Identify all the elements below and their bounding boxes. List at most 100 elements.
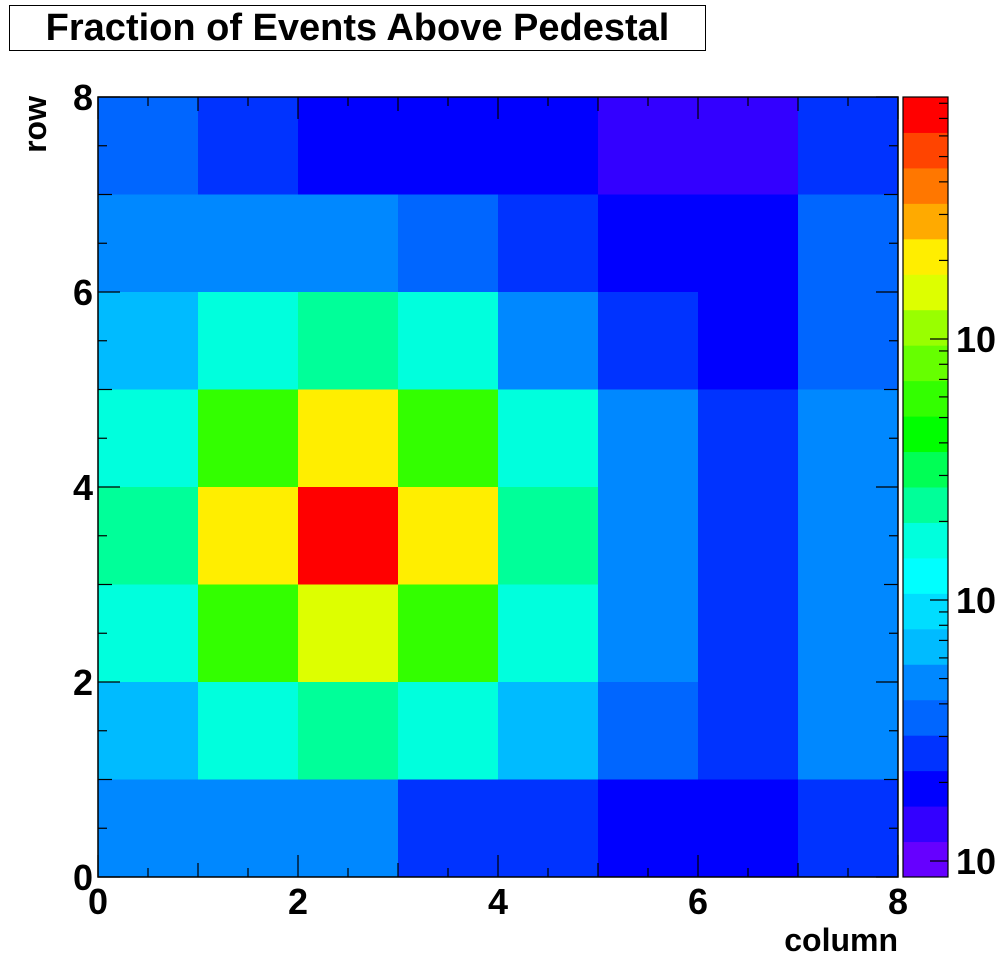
heatmap-cells [98,97,899,878]
heatmap-cell-r5-c1 [198,292,299,390]
heatmap-cell-r4-c0 [98,389,199,488]
colorbar-segment [903,97,948,133]
colorbar-tick-label: 10 [956,841,996,882]
colorbar-frame [902,96,949,878]
heatmap-cell-r6-c5 [598,194,699,293]
heatmap-cell-r2-c3 [398,584,499,683]
heatmap-cell-r4-c6 [698,389,799,488]
x-tick-label: 4 [488,881,508,922]
heatmap-cell-r5-c3 [398,292,499,390]
colorbar-segment [903,593,948,630]
y-tick-label: 4 [73,467,93,508]
colorbar-segment [903,238,948,275]
colorbar-segment [903,735,948,772]
colorbar-segment [903,451,948,488]
heatmap-cell-r6-c1 [198,194,299,293]
y-axis-title: row [17,96,53,153]
y-tick-label: 2 [73,662,93,703]
colorbar-segment [903,770,948,807]
heatmap-cell-r0-c3 [398,779,499,878]
heatmap-cell-r1-c2 [298,682,399,780]
x-axis-ticks: 0 2 4 6 8 [88,97,908,922]
heatmap-cell-r0-c5 [598,779,699,878]
heatmap-cell-r7-c0 [98,97,199,195]
heatmap-cell-r7-c3 [398,97,499,195]
heatmap-cell-r4-c7 [798,389,899,488]
colorbar-segment [903,841,948,878]
heatmap-cell-r2-c4 [498,584,599,683]
heatmap-cell-r0-c1 [198,779,299,878]
heatmap-cell-r4-c4 [498,389,599,488]
heatmap-cell-r1-c7 [798,682,899,780]
heatmap-cell-r4-c3 [398,389,499,488]
heatmap-cell-r5-c5 [598,292,699,390]
colorbar-segment [903,806,948,843]
colorbar: 10 10 10 [902,96,996,882]
heatmap-cell-r1-c0 [98,682,199,780]
heatmap-cell-r1-c1 [198,682,299,780]
heatmap-cell-r7-c5 [598,97,699,195]
heatmap-cell-r0-c6 [698,779,799,878]
colorbar-segment [903,380,948,417]
y-tick-label: 0 [73,857,93,898]
x-tick-label: 8 [888,881,908,922]
colorbar-segment [903,628,948,665]
heatmap-cell-r6-c4 [498,194,599,293]
colorbar-segment [903,167,948,204]
y-tick-label: 8 [73,77,93,118]
y-axis-ticks: 0 2 4 6 8 [73,77,898,898]
colorbar-tick-label: 10 [956,580,996,621]
colorbar-segment [903,309,948,346]
heatmap-cell-r5-c6 [698,292,799,390]
heatmap-cell-r0-c0 [98,779,199,878]
heatmap-cell-r6-c2 [298,194,399,293]
heatmap-cell-r3-c4 [498,487,599,585]
x-tick-label: 6 [688,881,708,922]
colorbar-tick-label: 10 [956,319,996,360]
heatmap-cell-r2-c7 [798,584,899,683]
heatmap-cell-r3-c5 [598,487,699,585]
colorbar-segment [903,487,948,523]
heatmap-cell-r6-c6 [698,194,799,293]
heatmap-cell-r5-c0 [98,292,199,390]
heatmap-cell-r6-c0 [98,194,199,293]
heatmap-cell-r3-c1 [198,487,299,585]
heatmap-cell-r3-c3 [398,487,499,585]
colorbar-segment [903,274,948,311]
colorbar-segment [903,664,948,701]
colorbar-segment [903,132,948,169]
heatmap-cell-r3-c0 [98,487,199,585]
heatmap-cell-r4-c2 [298,389,399,488]
heatmap-cell-r5-c2 [298,292,399,390]
heatmap-cell-r7-c7 [798,97,899,195]
heatmap-cell-r2-c2 [298,584,399,683]
heatmap-cell-r2-c6 [698,584,799,683]
heatmap-cell-r3-c2 [298,487,399,585]
chart-title: Fraction of Events Above Pedestal [9,5,706,51]
colorbar-segment [903,203,948,240]
colorbar-segment [903,699,948,736]
heatmap-cell-r1-c6 [698,682,799,780]
heatmap-cell-r7-c2 [298,97,399,195]
heatmap-cell-r3-c6 [698,487,799,585]
heatmap-cell-r7-c1 [198,97,299,195]
x-axis-title: column [784,922,898,958]
heatmap-cell-r0-c2 [298,779,399,878]
colorbar-segment [903,522,948,559]
heatmap-cell-r1-c5 [598,682,699,780]
heatmap-cell-r2-c1 [198,584,299,683]
heatmap-cell-r3-c7 [798,487,899,585]
x-tick-label: 0 [88,881,108,922]
colorbar-segment [903,416,948,453]
heatmap-cell-r7-c4 [498,97,599,195]
heatmap-cell-r5-c7 [798,292,899,390]
y-tick-label: 6 [73,272,93,313]
colorbar-segment [903,557,948,594]
heatmap-cell-r1-c4 [498,682,599,780]
heatmap-cell-r2-c0 [98,584,199,683]
x-tick-label: 2 [288,881,308,922]
heatmap-cell-r5-c4 [498,292,599,390]
heatmap-cell-r4-c5 [598,389,699,488]
heatmap-cell-r4-c1 [198,389,299,488]
